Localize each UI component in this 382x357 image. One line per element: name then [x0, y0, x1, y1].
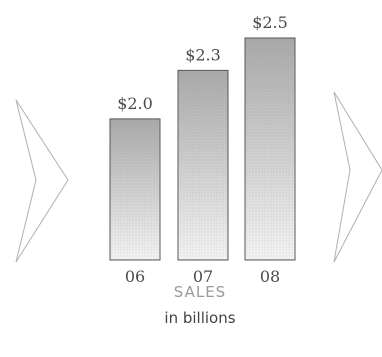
- x-tick-labels-group: 06 07 08: [125, 267, 280, 286]
- bar-texture-07: [178, 70, 228, 260]
- prev-chevron-icon[interactable]: [15, 99, 69, 263]
- value-label-06: $2.0: [117, 94, 153, 113]
- next-chevron-icon[interactable]: [333, 91, 382, 263]
- x-tick-07: 07: [193, 267, 213, 286]
- value-label-08: $2.5: [252, 13, 288, 32]
- bar-texture-08: [245, 38, 295, 260]
- x-tick-06: 06: [125, 267, 145, 286]
- chart-subtitle: in billions: [164, 309, 235, 327]
- value-labels-group: $2.0 $2.3 $2.5: [117, 13, 288, 113]
- value-label-07: $2.3: [185, 45, 221, 64]
- bar-texture-06: [110, 118, 160, 260]
- bars-group: [109, 37, 296, 261]
- chart-title: SALES: [174, 283, 226, 301]
- x-tick-08: 08: [260, 267, 280, 286]
